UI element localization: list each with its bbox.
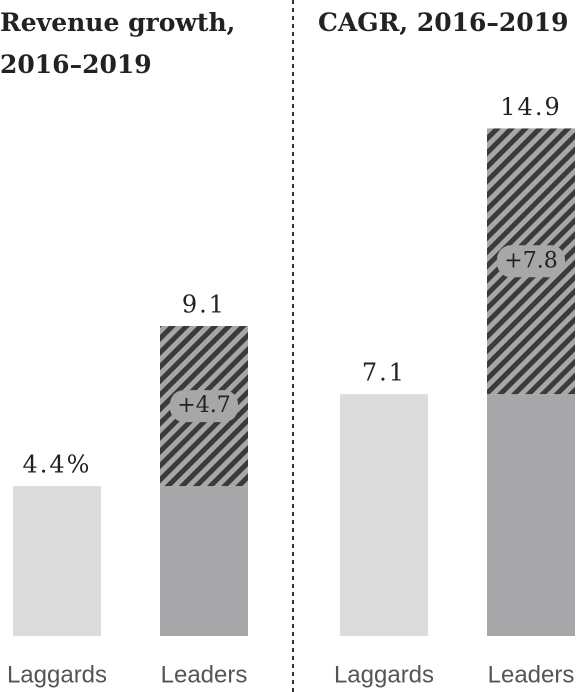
total-label: 7.1: [362, 359, 406, 387]
total-label: 9.1: [182, 291, 226, 319]
x-tick-label: Leaders: [488, 661, 575, 688]
bar-segment: [160, 486, 248, 636]
x-tick-label: Leaders: [161, 661, 248, 688]
bar-segment: [13, 486, 101, 636]
segment-label: +7.8: [504, 248, 557, 273]
x-tick-label: Laggards: [334, 661, 434, 688]
label-pill: [497, 245, 565, 278]
chart-title: CAGR, 2016–2019: [318, 8, 569, 37]
total-label: 14.9: [500, 93, 561, 121]
bar-segment: [340, 394, 428, 636]
total-label: 4.4%: [23, 451, 92, 479]
segment-label: +4.7: [177, 393, 230, 418]
bar-segment: [487, 394, 575, 636]
chart-title: Revenue growth, 2016–2019: [0, 8, 236, 79]
x-tick-label: Laggards: [7, 661, 107, 688]
label-pill: [170, 390, 238, 423]
